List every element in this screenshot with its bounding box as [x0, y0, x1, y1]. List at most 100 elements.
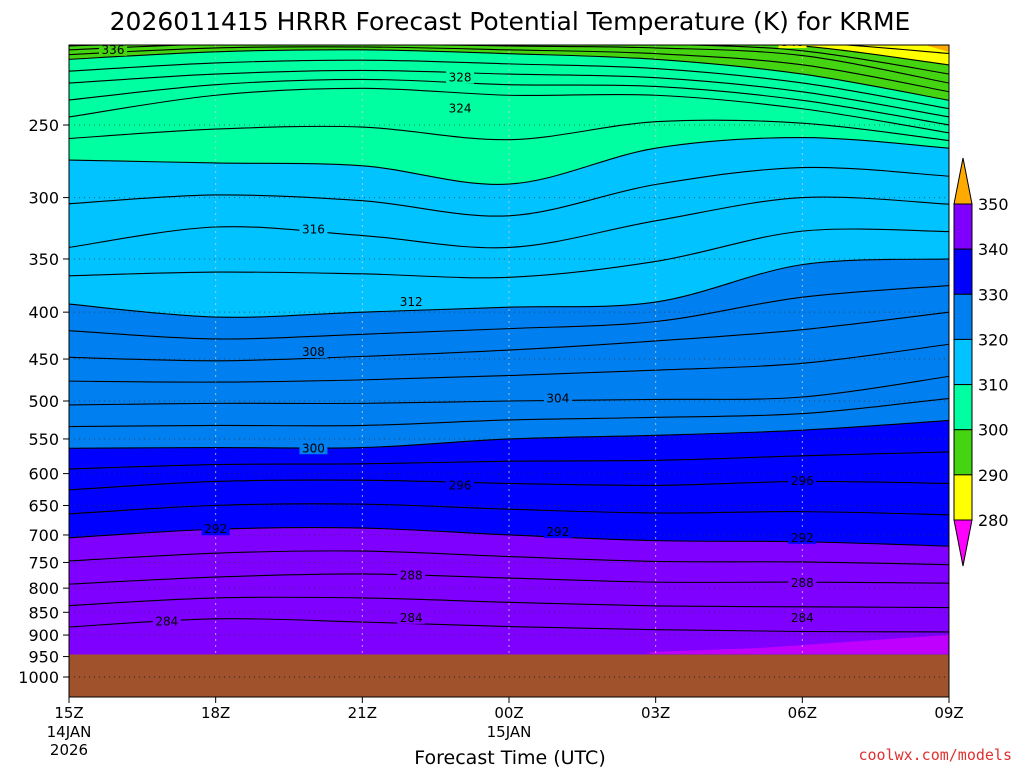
colorbar-label-310: 310: [978, 376, 1009, 395]
y-tick-label-500: 500: [28, 392, 59, 411]
contour-label-bg-0: [99, 45, 127, 56]
contour-298: [69, 451, 949, 470]
contour-label-284: 284: [400, 611, 423, 625]
y-tick-label-750: 750: [28, 553, 59, 572]
contour-label-bg-5: [397, 295, 426, 309]
colorbar-band-300: [953, 293, 973, 340]
x-tick-label-21Z: 21Z: [348, 704, 377, 722]
fill-band-296: [69, 420, 949, 490]
contour-label-336: 336: [102, 43, 125, 57]
fill-band-316: [69, 137, 949, 248]
colorbar-under-triangle: [953, 519, 973, 567]
contour-label-316: 316: [302, 222, 325, 236]
contour-label-bg-4: [299, 222, 328, 236]
contour-308: [69, 311, 949, 362]
y-tick-label-400: 400: [28, 303, 59, 322]
y-tick-label-250: 250: [28, 116, 59, 135]
colorbar-band-310: [953, 338, 973, 386]
contour-label-348: 348: [781, 35, 804, 49]
y-tick-label-350: 350: [28, 250, 59, 269]
contour-label-304: 304: [546, 392, 569, 406]
contour-300: [69, 419, 949, 449]
contour-326: [69, 78, 949, 126]
y-tick-label-300: 300: [28, 189, 59, 208]
contour-label-bg-3: [446, 101, 475, 115]
fill-over: [925, 45, 949, 52]
contour-330: [69, 59, 949, 110]
contour-334: [69, 46, 949, 93]
contour-label-288: 288: [791, 576, 814, 590]
fill-band-332: [69, 45, 949, 101]
colorbar-label-290: 290: [978, 466, 1009, 485]
colorbar-band-340: [953, 474, 973, 521]
colorbar-band-280: [953, 203, 973, 250]
contour-label-bg-7: [543, 391, 572, 405]
contour-328: [69, 69, 949, 118]
colorbar-band-330: [953, 429, 973, 476]
y-tick-label-950: 950: [28, 648, 59, 667]
contour-label-292: 292: [546, 525, 569, 539]
y-tick-label-600: 600: [28, 465, 59, 484]
contour-286: [69, 596, 949, 609]
colorbar: 350 340 330 320 310 300 290 280: [953, 157, 1009, 567]
contour-290: [69, 550, 949, 566]
contour-314: [69, 228, 949, 279]
contour-label-288: 288: [400, 569, 423, 583]
contour-label-bg-8: [299, 441, 328, 455]
chart-title: 2026011415 HRRR Forecast Potential Tempe…: [110, 7, 911, 36]
contour-302: [69, 397, 949, 428]
y-tick-label-800: 800: [28, 579, 59, 598]
colorbar-band-290: [953, 248, 973, 295]
x-tick-sublabel-15Z: 14JAN: [47, 723, 92, 741]
contour-318: [69, 166, 949, 217]
colorbar-label-350: 350: [978, 195, 1009, 214]
contour-324: [69, 87, 949, 134]
colorbar-label-300: 300: [978, 421, 1009, 440]
contour-label-296: 296: [449, 478, 472, 492]
y-tick-label-700: 700: [28, 526, 59, 545]
colorbar-band-320: [953, 384, 973, 431]
y-tick-label-850: 850: [28, 603, 59, 622]
y-tick-label-1000: 1000: [18, 668, 59, 687]
contour-label-bg-16: [152, 614, 181, 628]
contour-336: [69, 45, 949, 84]
contour-316: [69, 196, 949, 249]
contour-338: [69, 45, 949, 75]
x-tick-label-09Z: 09Z: [934, 704, 963, 722]
contour-label-300: 300: [302, 441, 325, 455]
contour-306: [69, 343, 949, 383]
x-tick-label-06Z: 06Z: [788, 704, 817, 722]
contour-label-bg-9: [446, 478, 475, 492]
y-tick-label-650: 650: [28, 496, 59, 515]
x-tick-label-18Z: 18Z: [201, 704, 230, 722]
contour-label-bg-18: [788, 610, 817, 624]
plot-area: 336 348 328 324 316 312 308 304 300 296 296 292 292 2…: [69, 35, 949, 697]
contour-312: [69, 258, 949, 318]
ground-fill: [69, 654, 949, 697]
theta-contour-lines: [69, 45, 949, 633]
contour-310: [69, 285, 949, 340]
contour-label-292: 292: [791, 531, 814, 545]
contour-label-284: 284: [155, 615, 178, 629]
y-tick-label-550: 550: [28, 430, 59, 449]
contour-304: [69, 375, 949, 406]
contour-332: [69, 49, 949, 101]
colorbar-label-320: 320: [978, 330, 1009, 349]
contour-label-328: 328: [449, 71, 472, 85]
contour-label-bg-12: [543, 525, 572, 539]
colorbar-label-330: 330: [978, 285, 1009, 304]
fill-near-surface: [650, 635, 949, 654]
colorbar-over-triangle: [953, 157, 973, 205]
contour-labels: 336 348 328 324 316 312 308 304 300 296 296 292 292 2…: [99, 35, 817, 629]
x-tick-sublabel2-15Z: 2026: [50, 741, 88, 759]
contour-label-292: 292: [204, 522, 227, 536]
contour-284: [69, 618, 949, 633]
contour-label-bg-17: [397, 610, 426, 624]
contour-label-bg-6: [299, 344, 328, 358]
contour-label-bg-13: [788, 530, 817, 544]
x-tick-label-03Z: 03Z: [641, 704, 670, 722]
colorbar-label-340: 340: [978, 240, 1009, 259]
contour-label-312: 312: [400, 295, 423, 309]
fill-band-324: [69, 70, 949, 133]
